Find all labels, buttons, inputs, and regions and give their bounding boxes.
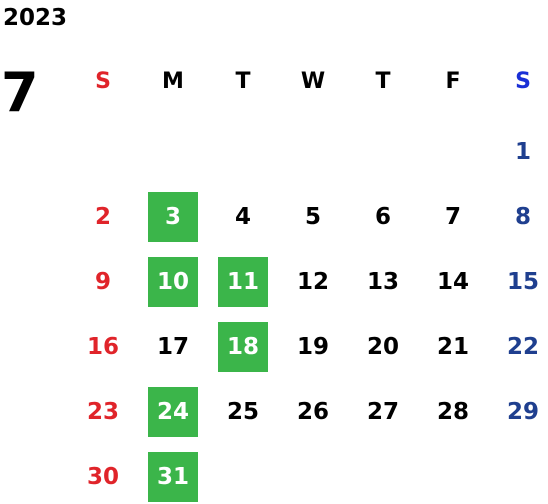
day-cell-highlighted[interactable]: 18 — [208, 320, 278, 374]
weekday-header: T — [235, 68, 251, 94]
day-cell[interactable]: 16 — [86, 334, 119, 360]
day-cell[interactable]: 14 — [436, 269, 469, 295]
day-cell-highlighted[interactable]: 24 — [138, 385, 208, 439]
day-cell[interactable]: 15 — [506, 269, 539, 295]
day-cell[interactable]: 19 — [296, 334, 329, 360]
day-cell-highlighted[interactable]: 31 — [138, 450, 208, 504]
calendar-grid: S M T W T F S 1 2 3 4 5 6 7 8 9 10 11 12 13 14 15 16 17 18 19 20 21… — [68, 54, 548, 503]
day-cell[interactable]: 8 — [514, 204, 531, 230]
day-cell[interactable]: 29 — [506, 399, 539, 425]
day-cell-highlighted[interactable]: 3 — [138, 190, 208, 244]
day-cell[interactable]: 9 — [94, 269, 111, 295]
day-cell[interactable]: 7 — [444, 204, 461, 230]
day-cell[interactable]: 30 — [86, 464, 119, 490]
day-cell[interactable]: 2 — [94, 204, 111, 230]
day-cell[interactable]: 23 — [86, 399, 119, 425]
day-cell[interactable]: 22 — [506, 334, 539, 360]
day-cell[interactable]: 4 — [234, 204, 251, 230]
weekday-header: W — [300, 68, 326, 94]
weekday-header: S — [95, 68, 111, 94]
month-label: 7 — [1, 61, 39, 124]
day-cell[interactable]: 21 — [436, 334, 469, 360]
day-cell[interactable]: 13 — [366, 269, 399, 295]
day-cell[interactable]: 6 — [374, 204, 391, 230]
day-cell-highlighted[interactable]: 10 — [138, 255, 208, 309]
day-cell[interactable]: 12 — [296, 269, 329, 295]
day-cell[interactable]: 17 — [156, 334, 189, 360]
year-label: 2023 — [3, 5, 68, 31]
day-cell[interactable]: 27 — [366, 399, 399, 425]
weekday-header: F — [445, 68, 461, 94]
day-cell[interactable]: 5 — [304, 204, 321, 230]
weekday-header: T — [375, 68, 391, 94]
day-cell[interactable]: 28 — [436, 399, 469, 425]
weekday-header: M — [162, 68, 184, 94]
day-cell-highlighted[interactable]: 11 — [208, 255, 278, 309]
day-cell[interactable]: 20 — [366, 334, 399, 360]
day-cell[interactable]: 26 — [296, 399, 329, 425]
day-cell[interactable]: 25 — [226, 399, 259, 425]
day-cell[interactable]: 1 — [514, 139, 531, 165]
weekday-header: S — [515, 68, 531, 94]
